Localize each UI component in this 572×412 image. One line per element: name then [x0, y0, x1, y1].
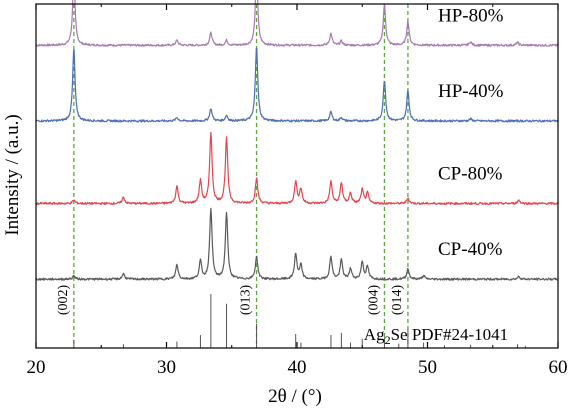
hkl-label: (014): [390, 285, 405, 316]
x-tick-label: 50: [418, 357, 437, 378]
series-labels: HP-80% HP-40% CP-80% CP-40%: [438, 5, 504, 260]
x-tick-label: 60: [549, 357, 568, 378]
series-line-cp-40: [35, 207, 559, 281]
x-tick-label: 30: [157, 357, 176, 378]
hkl-label: (013): [239, 285, 254, 316]
axes: 20 30 40 50 60: [27, 3, 568, 378]
series-label-hp-40: HP-40%: [438, 81, 504, 102]
series-line-hp-40: [35, 47, 559, 123]
series-group: [35, 0, 559, 281]
series-line-hp-80: [35, 0, 559, 47]
hkl-label: (002): [56, 285, 71, 316]
series-label-cp-40: CP-40%: [438, 239, 503, 260]
series-label-hp-80: HP-80%: [438, 5, 504, 26]
x-axis-label: 2θ / (°): [268, 386, 322, 407]
x-tick-label: 40: [288, 357, 307, 378]
hkl-label: (004): [366, 285, 381, 316]
x-tick-label: 20: [27, 357, 46, 378]
series-label-cp-80: CP-80%: [438, 164, 503, 185]
series-line-cp-80: [35, 131, 559, 206]
reference-label: Ag2Se PDF#24-1041: [364, 325, 508, 347]
y-axis-label: Intensity / (a.u.): [2, 114, 23, 235]
dashed-guides: (002) (013) (004) (014): [56, 4, 409, 348]
